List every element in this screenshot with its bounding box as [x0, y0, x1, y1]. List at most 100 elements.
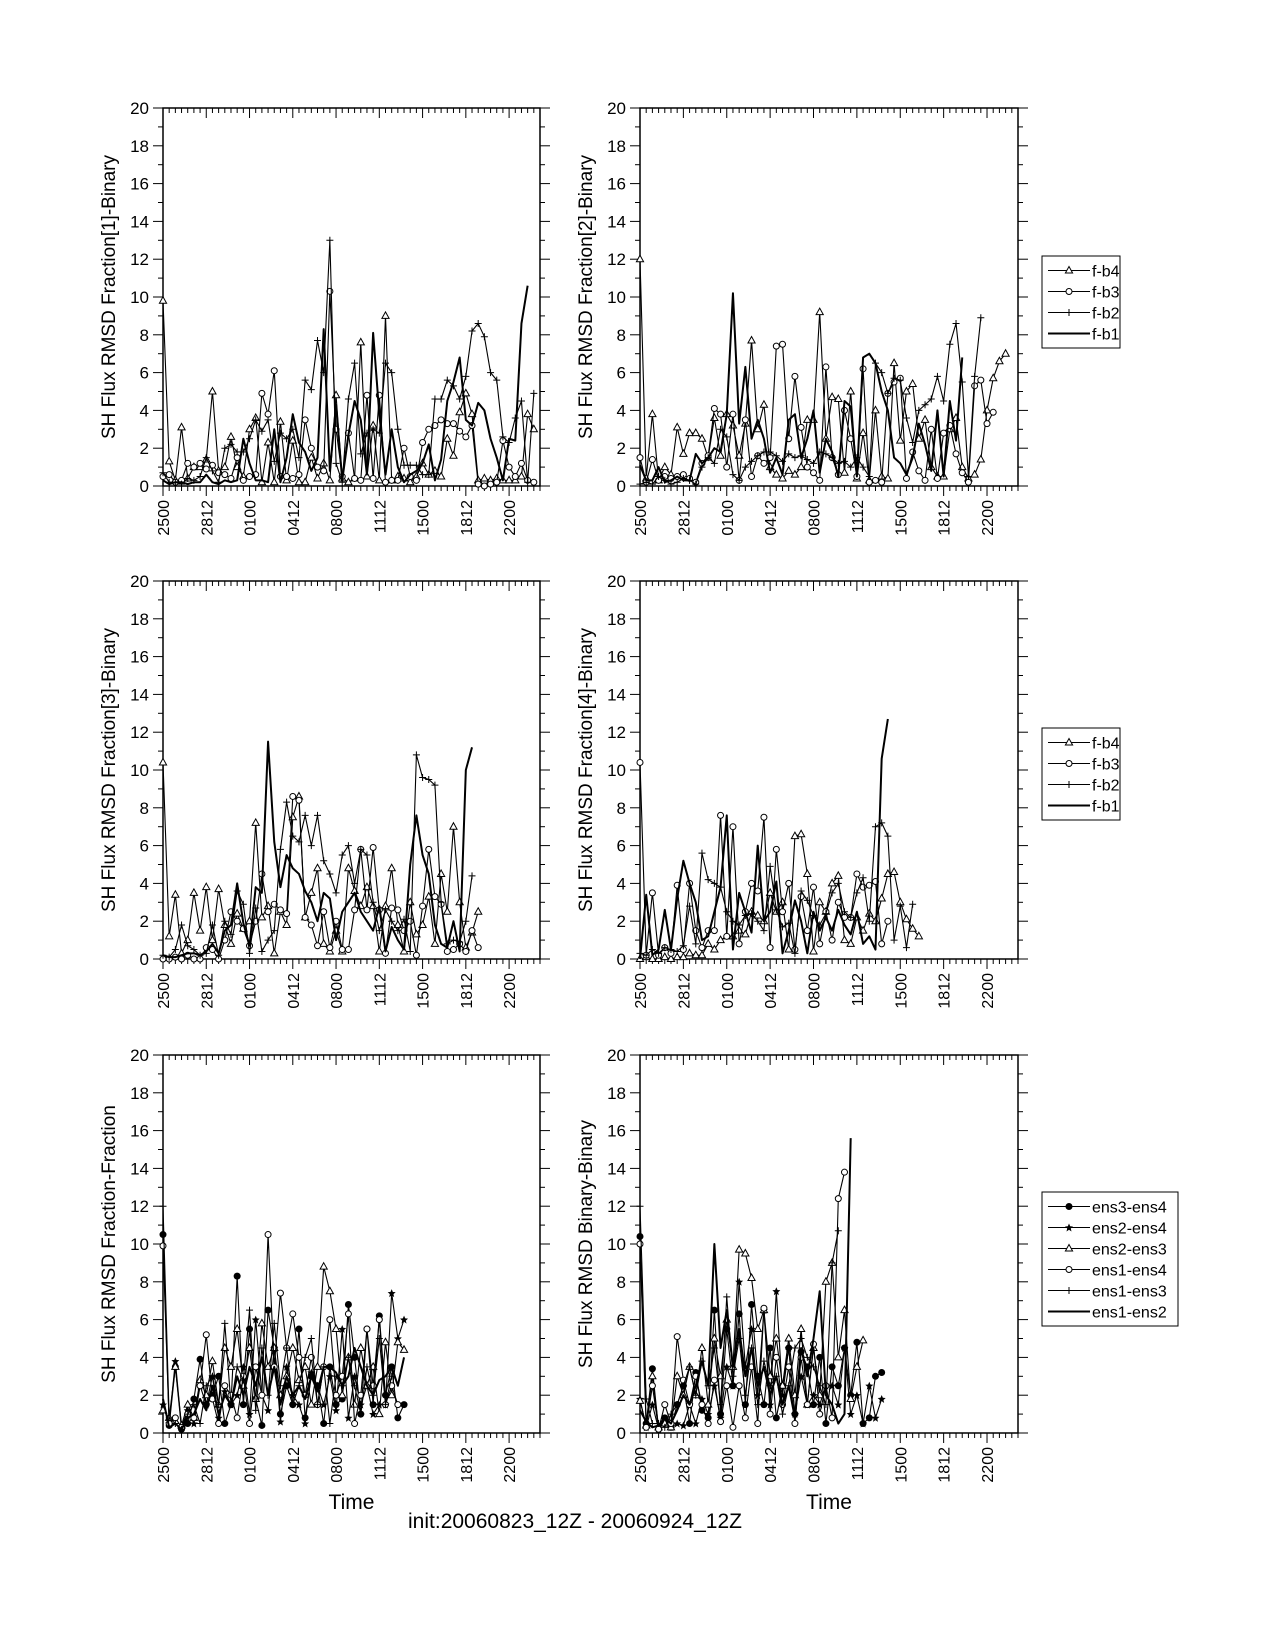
- data-point: [933, 372, 941, 380]
- data-point: [1065, 1203, 1073, 1210]
- legend-entry: f-b2: [1048, 778, 1120, 795]
- data-point: [747, 335, 756, 344]
- x-tick-label: 2812: [199, 1447, 216, 1483]
- data-point: [159, 1231, 167, 1239]
- data-point: [704, 876, 712, 884]
- data-point: [983, 420, 991, 428]
- data-point: [289, 832, 297, 840]
- data-point: [394, 1414, 402, 1422]
- data-point: [796, 1324, 806, 1333]
- data-point: [679, 942, 687, 950]
- plot-frame: [639, 107, 1019, 487]
- data-point: [425, 845, 433, 853]
- data-point: [815, 897, 825, 906]
- series-f-b1: [162, 740, 473, 959]
- data-point: [636, 1232, 644, 1240]
- data-point: [647, 953, 657, 962]
- data-point: [517, 397, 525, 405]
- data-point: [871, 823, 879, 831]
- data-point: [710, 927, 718, 935]
- x-tick-label: 0100: [243, 1447, 260, 1483]
- data-point: [660, 952, 670, 961]
- data-point: [771, 469, 781, 478]
- data-point: [647, 409, 657, 418]
- data-point: [915, 406, 923, 414]
- data-point: [381, 359, 389, 367]
- data-point: [227, 930, 235, 938]
- data-point: [479, 473, 489, 482]
- data-point: [784, 1333, 794, 1342]
- data-point: [778, 1380, 787, 1389]
- series-line: [162, 1206, 393, 1430]
- data-point: [295, 1325, 303, 1333]
- legend-entry: f-b2: [1048, 306, 1120, 323]
- legend-label: ens1-ens3: [1092, 1284, 1167, 1301]
- data-point: [679, 1382, 687, 1390]
- data-point: [667, 1410, 675, 1418]
- data-point: [313, 473, 322, 482]
- data-point: [406, 917, 414, 925]
- data-point: [710, 459, 718, 467]
- y-tick-label: 2: [140, 1386, 149, 1405]
- data-point: [915, 467, 923, 475]
- data-point: [661, 1423, 669, 1431]
- data-point: [840, 1168, 848, 1176]
- data-point: [716, 450, 726, 459]
- data-point: [852, 1391, 861, 1400]
- data-point: [473, 906, 483, 915]
- data-point: [865, 473, 873, 481]
- data-point: [337, 1390, 347, 1399]
- data-point: [344, 1300, 352, 1308]
- data-point: [289, 1401, 297, 1409]
- y-tick-label: 6: [140, 364, 149, 383]
- x-tick-label: 1812: [937, 500, 954, 536]
- data-point: [419, 902, 427, 910]
- data-point: [723, 433, 731, 441]
- y-axis-title: SH Flux RMSD Fraction[1]-Binary: [99, 155, 120, 440]
- data-point: [858, 428, 868, 437]
- data-point: [449, 936, 457, 944]
- data-point: [170, 889, 180, 898]
- x-tick-label: 0100: [243, 500, 260, 536]
- data-point: [753, 1391, 762, 1400]
- data-point: [810, 459, 818, 467]
- data-point: [158, 295, 168, 304]
- series-ens1-ens4: [636, 1168, 848, 1433]
- data-point: [165, 471, 173, 479]
- chart-panel-4: 0 2 4 6 8 10 12 14 16 18 20 2500 2812 0100 0412 0800 111…: [576, 572, 1028, 1009]
- legend-entry: ens1-ens4: [1048, 1263, 1167, 1280]
- data-point: [908, 378, 918, 387]
- data-point: [246, 1420, 254, 1428]
- data-point: [462, 917, 470, 925]
- data-point: [344, 946, 352, 954]
- data-point: [729, 1372, 737, 1380]
- x-axis-title: Time: [806, 1491, 852, 1514]
- data-point: [1065, 1287, 1073, 1294]
- x-tick-label: 0412: [763, 500, 780, 536]
- data-point: [754, 1420, 762, 1428]
- data-point: [325, 1372, 334, 1381]
- data-point: [511, 414, 519, 422]
- x-tick-label: 2812: [676, 1447, 693, 1483]
- y-tick-label: 18: [607, 610, 626, 629]
- data-point: [1065, 760, 1073, 767]
- data-point: [902, 386, 911, 395]
- data-point: [351, 1420, 359, 1428]
- data-point: [357, 450, 365, 458]
- data-point: [233, 1363, 241, 1371]
- data-point: [363, 1363, 371, 1371]
- data-point: [635, 1395, 645, 1404]
- data-point: [853, 870, 861, 878]
- data-point: [313, 1361, 322, 1370]
- data-point: [419, 471, 427, 479]
- data-point: [462, 433, 470, 441]
- data-point: [747, 1325, 756, 1334]
- y-tick-label: 14: [130, 212, 149, 231]
- data-point: [728, 1381, 737, 1390]
- data-point: [648, 1382, 656, 1390]
- data-point: [717, 1418, 725, 1426]
- data-point: [289, 1310, 297, 1318]
- y-axis-title: SH Flux RMSD Binary-Binary: [576, 1119, 597, 1368]
- data-point: [660, 462, 670, 471]
- data-point: [505, 463, 513, 471]
